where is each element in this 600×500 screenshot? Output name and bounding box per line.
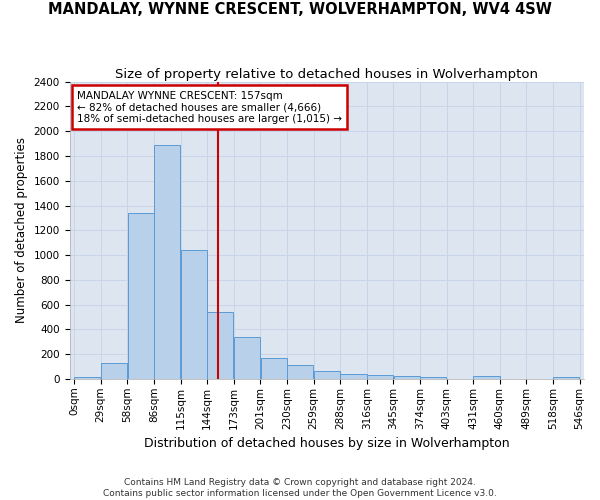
- Text: Contains HM Land Registry data © Crown copyright and database right 2024.
Contai: Contains HM Land Registry data © Crown c…: [103, 478, 497, 498]
- Bar: [181, 250, 207, 379]
- Bar: [287, 366, 313, 379]
- Title: Size of property relative to detached houses in Wolverhampton: Size of property relative to detached ho…: [115, 68, 538, 80]
- Bar: [128, 213, 154, 379]
- Bar: [260, 358, 287, 379]
- Bar: [234, 338, 260, 379]
- Bar: [101, 364, 127, 379]
- Bar: [154, 145, 180, 379]
- Bar: [553, 377, 580, 379]
- Bar: [208, 312, 233, 379]
- X-axis label: Distribution of detached houses by size in Wolverhampton: Distribution of detached houses by size …: [144, 437, 509, 450]
- Bar: [367, 375, 393, 379]
- Text: MANDALAY, WYNNE CRESCENT, WOLVERHAMPTON, WV4 4SW: MANDALAY, WYNNE CRESCENT, WOLVERHAMPTON,…: [48, 2, 552, 18]
- Bar: [74, 377, 100, 379]
- Text: MANDALAY WYNNE CRESCENT: 157sqm
← 82% of detached houses are smaller (4,666)
18%: MANDALAY WYNNE CRESCENT: 157sqm ← 82% of…: [77, 90, 342, 124]
- Bar: [394, 376, 420, 379]
- Bar: [420, 377, 446, 379]
- Bar: [473, 376, 500, 379]
- Bar: [314, 372, 340, 379]
- Bar: [340, 374, 367, 379]
- Y-axis label: Number of detached properties: Number of detached properties: [15, 138, 28, 324]
